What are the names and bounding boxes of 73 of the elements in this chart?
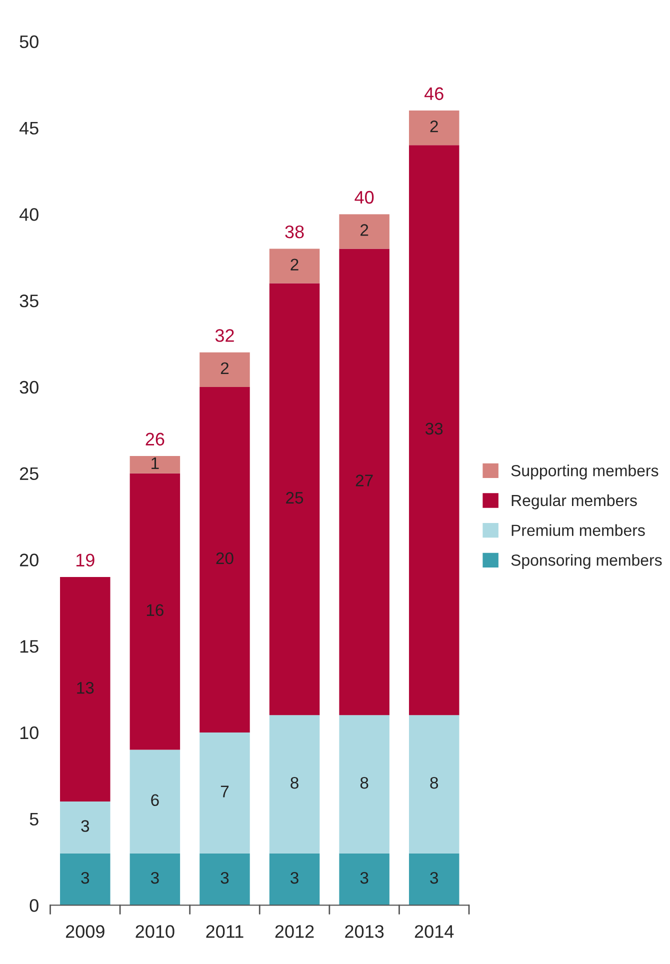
total-label: 46 [424, 87, 444, 100]
data-label: 8 [290, 776, 298, 789]
legend-label: Regular members [512, 494, 637, 510]
data-label: 3 [220, 872, 229, 884]
data-label: 3 [81, 820, 90, 832]
x-tick-label: 2012 [275, 925, 314, 938]
bar [269, 248, 320, 284]
data-label: 2 [290, 258, 298, 270]
y-tick-label: 10 [20, 726, 38, 740]
y-tick-label: 30 [20, 380, 38, 394]
data-label: 33 [425, 422, 443, 435]
data-label: 27 [356, 474, 373, 486]
data-label: 20 [216, 552, 234, 564]
bar [130, 853, 180, 906]
total-label: 32 [215, 329, 234, 342]
data-label: 8 [430, 776, 438, 789]
bar [60, 853, 110, 906]
data-label: 1 [152, 458, 159, 469]
y-tick-label: 0 [30, 899, 38, 912]
bar [408, 145, 460, 716]
data-label: 3 [81, 872, 90, 884]
data-label: 8 [360, 776, 368, 789]
data-label: 3 [290, 872, 298, 884]
legend-label: Premium members [512, 524, 645, 536]
total-label: 19 [76, 554, 94, 566]
x-tick-label: 2013 [345, 925, 384, 938]
x-tick-label: 2014 [414, 925, 454, 938]
data-label: 3 [360, 872, 368, 884]
data-label: 25 [286, 492, 304, 504]
y-tick-label: 35 [20, 294, 38, 308]
bar [408, 853, 460, 906]
total-label: 26 [146, 432, 164, 446]
x-tick-label: 2011 [206, 925, 244, 938]
legend-label: Supporting members [511, 464, 658, 480]
bar [269, 715, 320, 854]
bar [408, 110, 460, 146]
total-label: 38 [285, 225, 304, 238]
bar [339, 715, 390, 854]
data-label: 16 [146, 604, 164, 616]
total-label: 40 [354, 190, 374, 204]
data-label: 7 [220, 786, 229, 798]
bar [339, 853, 390, 906]
data-label: 13 [77, 682, 94, 694]
legend-label: Sponsoring members [511, 554, 662, 569]
y-tick-label: 20 [20, 554, 38, 566]
bar [269, 853, 320, 906]
bar [200, 732, 250, 854]
y-tick-label: 15 [20, 640, 38, 653]
data-label: 6 [151, 794, 159, 806]
bar [408, 715, 460, 854]
bar [130, 473, 180, 750]
y-tick-label: 40 [19, 208, 38, 221]
y-tick-label: 45 [19, 122, 38, 135]
bar [200, 853, 250, 906]
x-tick-label: 2010 [136, 925, 174, 938]
y-tick-label: 50 [20, 35, 38, 48]
bar [130, 456, 180, 474]
bar [339, 214, 390, 249]
y-tick-label: 25 [20, 467, 38, 480]
y-tick-label: 5 [30, 812, 38, 826]
bar [60, 802, 110, 854]
bar [339, 248, 390, 716]
data-label: 2 [220, 362, 229, 374]
bar [130, 750, 180, 854]
data-label: 3 [430, 872, 438, 884]
data-label: 2 [360, 224, 368, 236]
data-label: 2 [430, 120, 438, 132]
bar [269, 283, 320, 716]
bar [200, 352, 250, 387]
bar [60, 576, 110, 802]
bar [200, 386, 250, 732]
x-tick-label: 2009 [66, 925, 104, 938]
data-label: 3 [150, 872, 159, 884]
